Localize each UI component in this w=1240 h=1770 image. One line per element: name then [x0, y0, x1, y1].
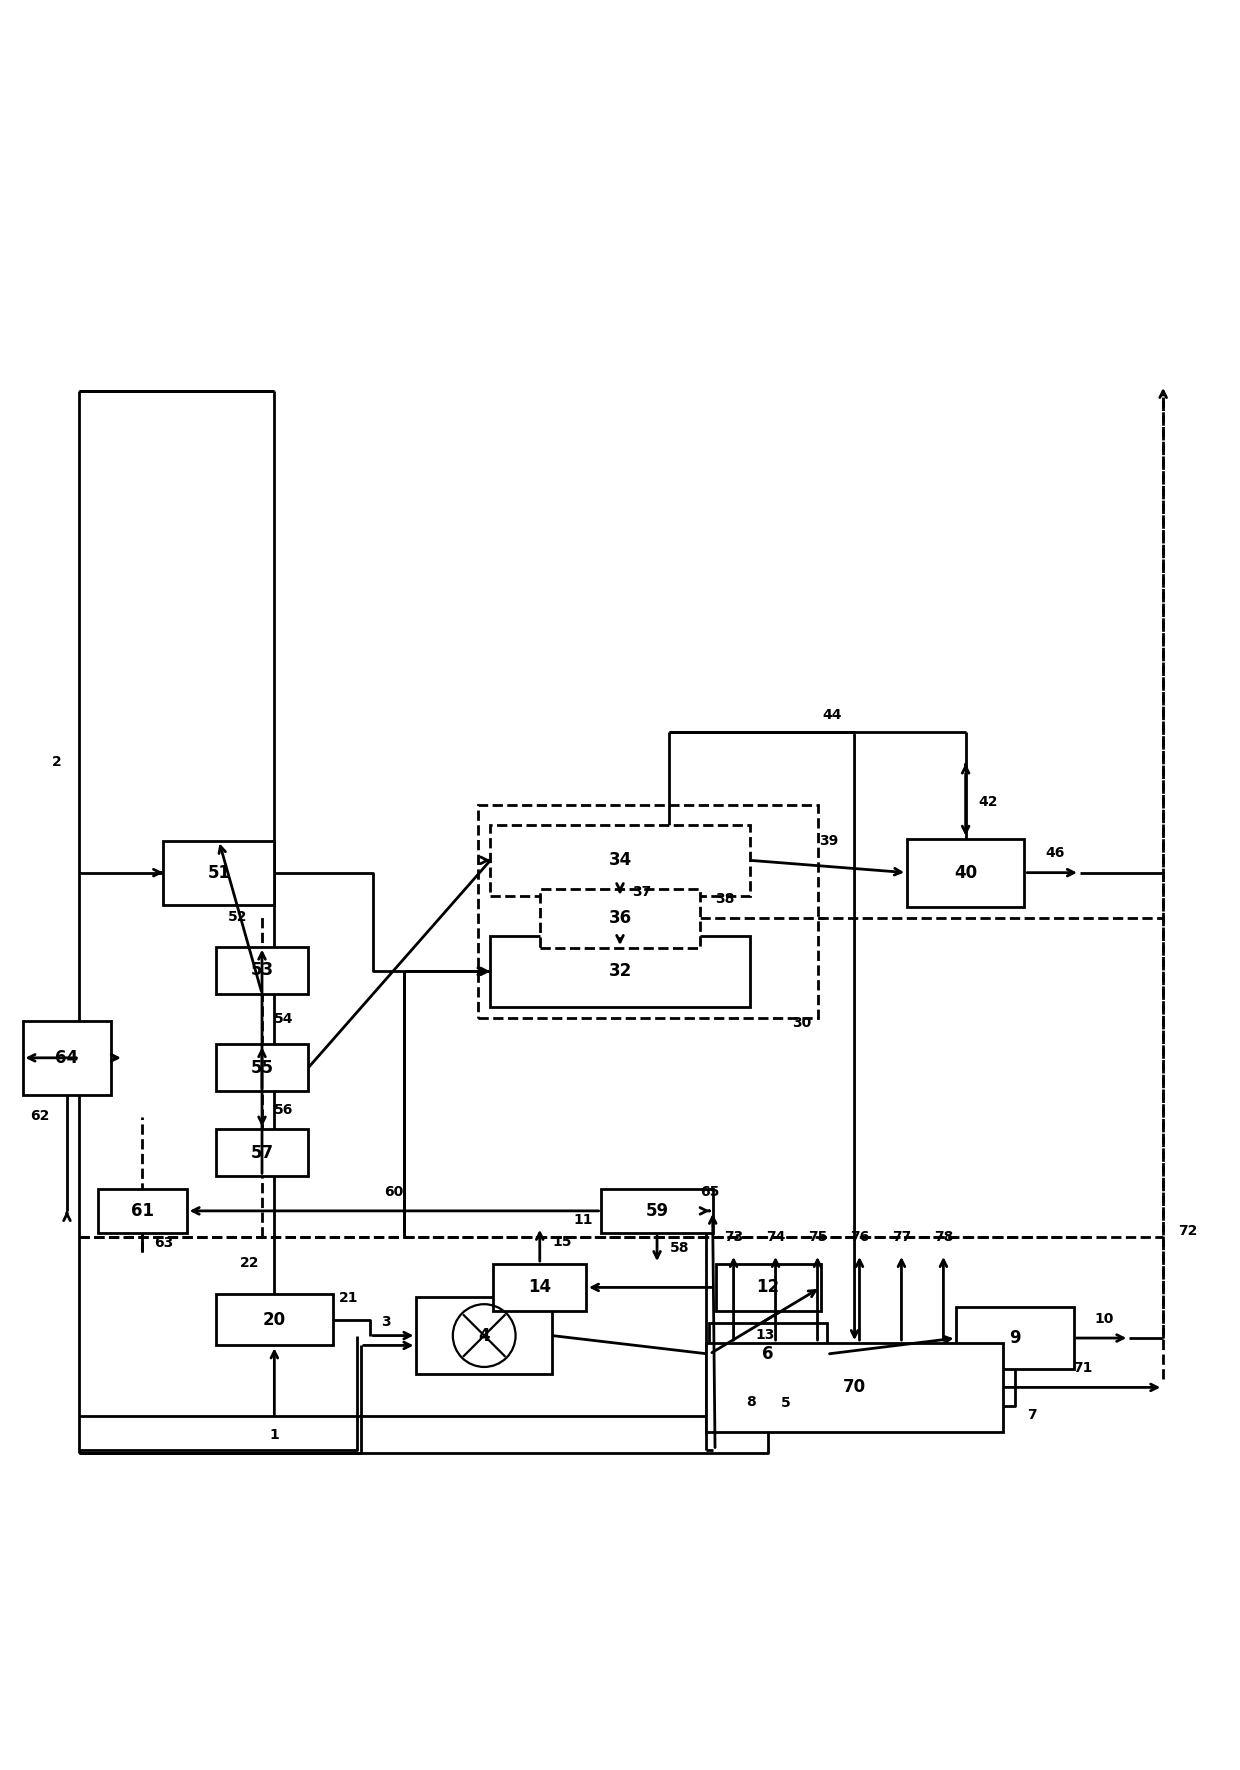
Text: 72: 72: [1178, 1223, 1198, 1237]
Text: 34: 34: [609, 851, 631, 869]
Text: 5: 5: [780, 1397, 790, 1411]
Text: 4: 4: [479, 1326, 490, 1345]
Text: 3: 3: [381, 1315, 391, 1329]
Text: 51: 51: [207, 864, 231, 881]
Text: 38: 38: [715, 892, 734, 906]
Text: 76: 76: [849, 1230, 869, 1244]
Text: 12: 12: [756, 1278, 780, 1296]
Text: 9: 9: [1009, 1329, 1021, 1347]
Text: 56: 56: [274, 1103, 294, 1117]
Text: 54: 54: [274, 1012, 294, 1027]
Text: 63: 63: [155, 1235, 174, 1250]
Text: 11: 11: [573, 1212, 593, 1227]
Text: 6: 6: [763, 1345, 774, 1363]
Text: 2: 2: [52, 754, 62, 768]
Text: 61: 61: [130, 1202, 154, 1220]
Text: 1: 1: [269, 1428, 279, 1443]
Bar: [601, 1189, 713, 1234]
Text: 60: 60: [384, 1184, 404, 1198]
Text: 55: 55: [250, 1058, 274, 1076]
Text: 73: 73: [724, 1230, 743, 1244]
Text: 21: 21: [340, 1290, 358, 1304]
Bar: [956, 1308, 1074, 1368]
Text: 53: 53: [250, 961, 274, 979]
Bar: [164, 841, 274, 904]
Text: 57: 57: [250, 1143, 274, 1161]
Text: 44: 44: [822, 708, 842, 722]
Bar: [417, 1297, 552, 1374]
Bar: [216, 1294, 334, 1345]
Text: 58: 58: [670, 1241, 689, 1255]
Text: 74: 74: [766, 1230, 785, 1244]
Bar: [479, 805, 817, 1018]
Bar: [490, 825, 750, 896]
Bar: [709, 1324, 827, 1384]
Bar: [490, 936, 750, 1007]
Text: 46: 46: [1045, 846, 1065, 860]
Bar: [539, 889, 701, 949]
Bar: [494, 1264, 587, 1312]
Text: 40: 40: [954, 864, 977, 881]
Text: 8: 8: [746, 1395, 756, 1409]
Text: 71: 71: [1074, 1361, 1092, 1375]
Text: 78: 78: [934, 1230, 954, 1244]
Text: 64: 64: [56, 1050, 78, 1067]
Text: 65: 65: [699, 1184, 719, 1198]
Bar: [715, 1264, 821, 1312]
Bar: [906, 839, 1024, 906]
Text: 75: 75: [807, 1230, 827, 1244]
Text: 42: 42: [978, 795, 997, 809]
Text: 15: 15: [552, 1235, 572, 1250]
Text: 52: 52: [228, 910, 247, 924]
Bar: [216, 1129, 309, 1177]
Text: 22: 22: [241, 1255, 259, 1269]
Bar: [707, 1343, 1003, 1432]
Bar: [216, 947, 309, 993]
Text: 62: 62: [30, 1108, 50, 1122]
Text: 10: 10: [1095, 1312, 1115, 1326]
Text: 77: 77: [892, 1230, 911, 1244]
Text: 20: 20: [263, 1310, 286, 1329]
Text: 13: 13: [755, 1328, 775, 1342]
Text: 7: 7: [1028, 1409, 1037, 1423]
Text: 37: 37: [632, 885, 651, 899]
Text: 30: 30: [792, 1016, 811, 1030]
Bar: [98, 1189, 187, 1234]
Text: 32: 32: [609, 963, 631, 981]
Text: 39: 39: [818, 834, 838, 848]
Text: 36: 36: [609, 910, 631, 927]
Bar: [22, 1021, 112, 1096]
Text: 14: 14: [528, 1278, 552, 1296]
Text: 59: 59: [646, 1202, 668, 1220]
Text: 70: 70: [843, 1379, 866, 1397]
Bar: [216, 1044, 309, 1090]
